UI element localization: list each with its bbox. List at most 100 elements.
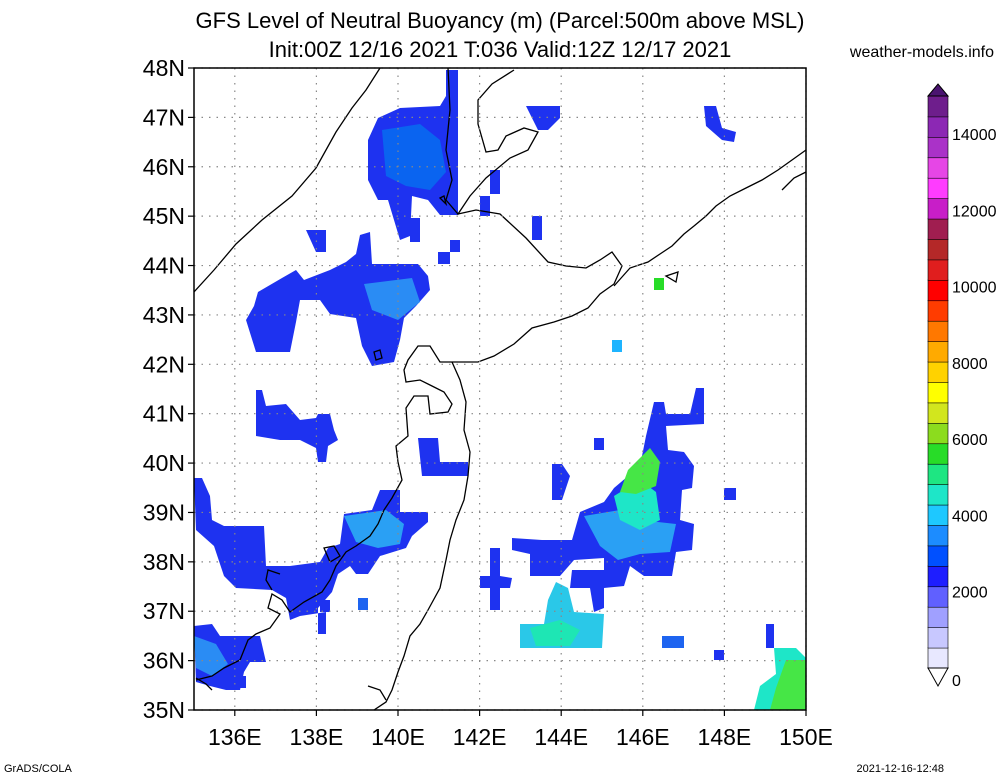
colorbar-segment bbox=[927, 647, 949, 669]
field-patch bbox=[552, 464, 570, 500]
field-patch bbox=[526, 106, 560, 130]
field-patch bbox=[724, 488, 736, 500]
colorbar-segment bbox=[927, 483, 949, 506]
coast-hokkaido bbox=[195, 209, 623, 681]
field-patch bbox=[662, 636, 684, 648]
colorbar-lower-arrow bbox=[927, 667, 949, 688]
field-patch bbox=[256, 390, 338, 462]
colorbar-segment bbox=[927, 422, 949, 445]
field-patch bbox=[234, 676, 246, 688]
colorbar-tick-label: 14000 bbox=[952, 127, 997, 144]
colorbar-segment bbox=[927, 156, 949, 179]
graticule bbox=[194, 67, 807, 711]
field-patch bbox=[418, 438, 468, 476]
colorbar-segment bbox=[927, 524, 949, 547]
colorbar-tick-label: 10000 bbox=[952, 280, 997, 297]
lat-label: 39N bbox=[143, 499, 185, 525]
lat-label: 44N bbox=[143, 253, 185, 279]
field-patch bbox=[512, 388, 704, 612]
lat-label: 38N bbox=[143, 549, 185, 575]
colorbar-segment bbox=[927, 320, 949, 342]
colorbar-tick-label: 6000 bbox=[952, 432, 988, 449]
field-patch bbox=[246, 232, 430, 366]
field-patch bbox=[438, 252, 450, 264]
lon-label: 148E bbox=[698, 724, 752, 750]
field-patch bbox=[766, 624, 774, 648]
colorbar-segment bbox=[927, 606, 949, 628]
lat-label: 37N bbox=[143, 598, 185, 624]
field-patch bbox=[480, 548, 512, 610]
colorbar-segment bbox=[927, 565, 949, 588]
colorbar-tick-label: 0 bbox=[952, 673, 961, 690]
longitude-labels: 136E 138E 140E 142E 144E 146E 148E 150E bbox=[208, 710, 833, 750]
colorbar-segment bbox=[927, 116, 949, 138]
colorbar-segment bbox=[927, 545, 949, 567]
lon-label: 136E bbox=[208, 724, 262, 750]
colorbar-segment bbox=[927, 136, 949, 159]
field-patch bbox=[770, 660, 806, 710]
latitude-labels: 35N 36N 37N 38N 39N 40N 41N 42N 43N 44N 45N 46N 47N 4… bbox=[143, 55, 194, 723]
field-patch bbox=[620, 448, 660, 494]
field-patch bbox=[358, 598, 368, 610]
coast-sakhalin bbox=[445, 68, 539, 216]
field-patch bbox=[320, 600, 330, 612]
colorbar-tick-label: 4000 bbox=[952, 508, 988, 525]
lon-label: 142E bbox=[453, 724, 507, 750]
coast-noto bbox=[265, 569, 281, 591]
field-patch bbox=[194, 636, 228, 676]
lat-label: 46N bbox=[143, 154, 185, 180]
footer-software-label: GrADS/COLA bbox=[4, 763, 72, 775]
field-patch bbox=[410, 218, 420, 242]
field-patch bbox=[450, 240, 460, 252]
colorbar-segment bbox=[927, 463, 949, 485]
coast-honshu-east bbox=[373, 361, 471, 710]
colorbar-segment bbox=[927, 626, 949, 649]
colorbar-segment bbox=[927, 197, 949, 220]
lon-label: 140E bbox=[371, 724, 425, 750]
colorbar: 0 2000 4000 6000 8000 10000 12000 14000 bbox=[926, 83, 997, 690]
lon-label: 146E bbox=[616, 724, 670, 750]
coast-rishiri bbox=[438, 195, 448, 207]
field-patch bbox=[714, 650, 724, 660]
field-patch bbox=[490, 170, 500, 194]
coast-shikotan bbox=[664, 271, 679, 284]
chart-title: GFS Level of Neutral Buoyancy (m) (Parce… bbox=[195, 8, 805, 33]
colorbar-segment bbox=[927, 381, 949, 404]
coast-mainland-asia bbox=[194, 68, 381, 293]
colorbar-tick-label: 8000 bbox=[952, 356, 988, 373]
colorbar-segment bbox=[927, 402, 949, 424]
lat-label: 35N bbox=[143, 697, 185, 723]
colorbar-segment bbox=[927, 585, 949, 608]
colorbar-segment bbox=[927, 238, 949, 261]
field-patch bbox=[480, 196, 490, 216]
field-patch bbox=[364, 278, 420, 320]
colorbar-tick-label: 12000 bbox=[952, 203, 997, 220]
field-patch bbox=[654, 278, 664, 290]
lat-label: 40N bbox=[143, 450, 185, 476]
colorbar-segment bbox=[927, 95, 949, 118]
coast-sado bbox=[323, 545, 341, 563]
lon-label: 150E bbox=[779, 724, 833, 750]
lat-label: 48N bbox=[143, 55, 185, 81]
colorbar-segment bbox=[927, 442, 949, 465]
field-patch bbox=[532, 216, 542, 240]
lon-label: 144E bbox=[534, 724, 588, 750]
lon-label: 138E bbox=[290, 724, 344, 750]
coast-izu bbox=[367, 685, 387, 701]
chart-subtitle: Init:00Z 12/16 2021 T:036 Valid:12Z 12/1… bbox=[268, 37, 732, 62]
colorbar-segment bbox=[927, 504, 949, 526]
colorbar-segment bbox=[927, 177, 949, 199]
colorbar-segment bbox=[927, 259, 949, 281]
buoyancy-field bbox=[194, 70, 806, 710]
colorbar-tick-label: 2000 bbox=[952, 585, 988, 602]
coastlines bbox=[194, 68, 806, 710]
colorbar-segment bbox=[927, 279, 949, 302]
coast-oki-islands bbox=[195, 677, 213, 691]
colorbar-upper-arrow bbox=[926, 83, 950, 97]
footer-timestamp: 2021-12-16-12:48 bbox=[856, 763, 944, 775]
coast-okushiri bbox=[373, 349, 383, 361]
field-patch bbox=[704, 106, 736, 142]
lat-label: 47N bbox=[143, 104, 185, 130]
colorbar-segment bbox=[927, 361, 949, 383]
